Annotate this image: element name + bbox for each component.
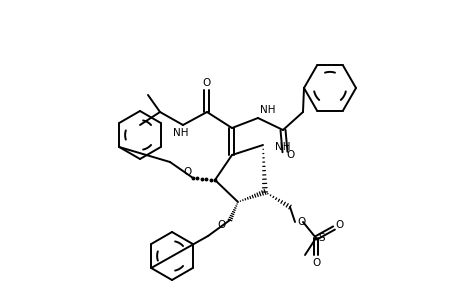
Text: O: O	[202, 78, 211, 88]
Text: NH: NH	[173, 128, 188, 138]
Text: O: O	[335, 220, 343, 230]
Text: O: O	[184, 167, 192, 177]
Text: O: O	[312, 258, 320, 268]
Text: O: O	[297, 217, 305, 227]
Text: NH: NH	[259, 105, 275, 115]
Text: NH: NH	[274, 142, 290, 152]
Text: S: S	[318, 233, 325, 243]
Text: O: O	[286, 150, 295, 160]
Text: O: O	[218, 220, 226, 230]
